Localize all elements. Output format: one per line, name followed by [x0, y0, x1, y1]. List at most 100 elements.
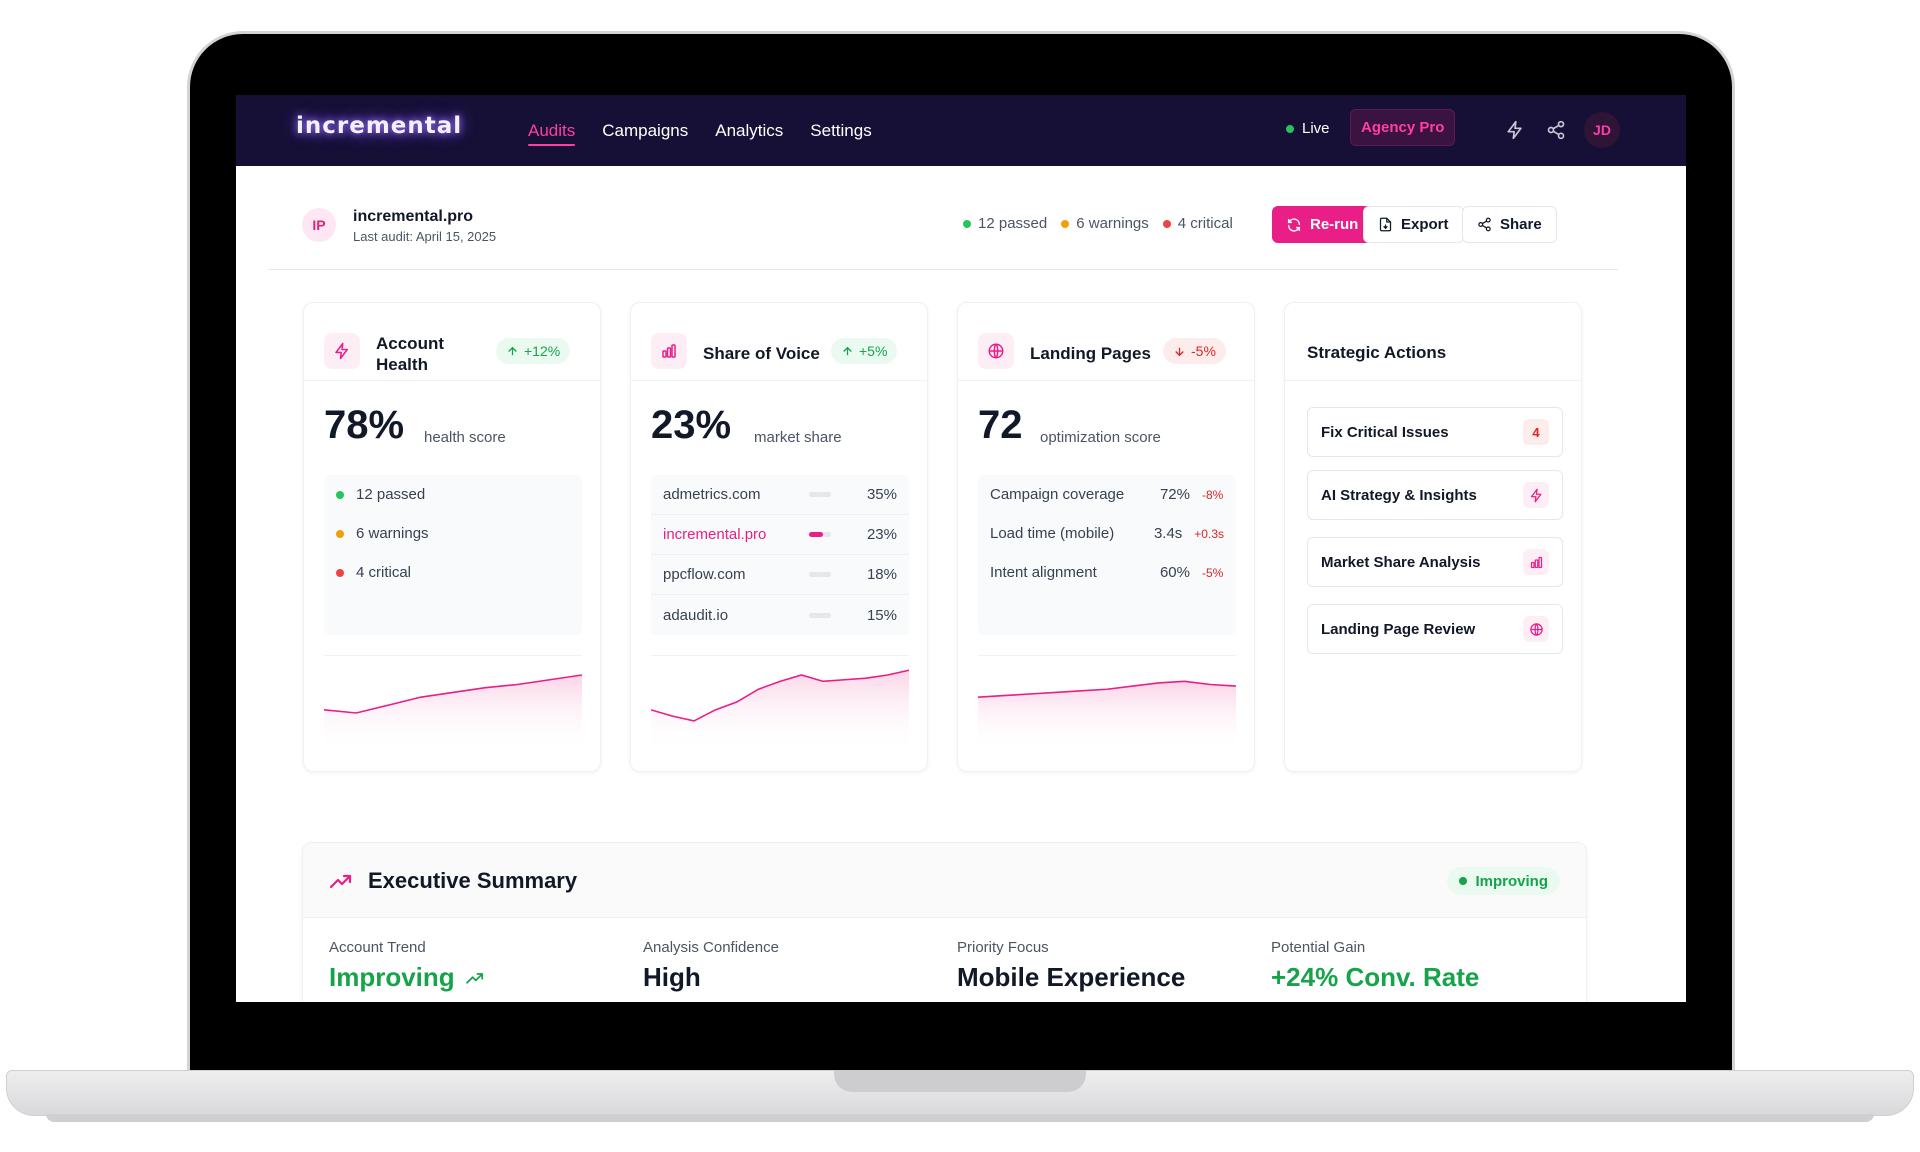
delta-value: +12%: [524, 343, 561, 359]
user-avatar[interactable]: JD: [1584, 112, 1620, 148]
passed-dot: [963, 219, 971, 228]
sparkline-area: [978, 681, 1236, 751]
card-header: Strategic Actions: [1285, 303, 1581, 381]
strategic-actions-card: Strategic Actions Fix Critical Issues 4 …: [1284, 302, 1582, 772]
action-fix-critical-issues[interactable]: Fix Critical Issues 4: [1307, 407, 1563, 457]
share-icon[interactable]: [1543, 117, 1569, 143]
competitor-name: adaudit.io: [663, 606, 729, 624]
metric-label: Potential Gain: [1271, 939, 1366, 956]
nav-link-campaigns[interactable]: Campaigns: [602, 120, 689, 140]
metric-value: +24% Conv. Rate: [1271, 962, 1480, 992]
bar-chart-icon: [1523, 549, 1549, 575]
competitor-row: incremental.pro 23%: [651, 515, 909, 555]
priority-focus-metric: Priority Focus Mobile Experience: [957, 939, 1185, 993]
bolt-icon: [324, 333, 360, 369]
lp-score-label: optimization score: [1040, 429, 1161, 446]
metric-value-text: Improving: [329, 962, 455, 992]
site-avatar: IP: [302, 208, 336, 242]
stat-critical: 4 critical: [1162, 215, 1233, 232]
delta-badge: +12%: [496, 338, 571, 364]
sov-score-label: market share: [754, 429, 842, 446]
lp-metric-name: Intent alignment: [990, 564, 1097, 581]
lp-metrics-list: Campaign coverage 72% -8% Load time (mobil…: [978, 475, 1236, 635]
card-title: Landing Pages: [1030, 344, 1151, 363]
action-ai-strategy[interactable]: AI Strategy & Insights: [1307, 470, 1563, 520]
action-market-share-analysis[interactable]: Market Share Analysis: [1307, 537, 1563, 587]
executive-summary-title: Executive Summary: [368, 868, 578, 893]
badge-dot: [1459, 877, 1468, 885]
card-title-line-1: Account: [376, 334, 444, 353]
live-dot: [1286, 124, 1294, 133]
lp-metric-value: 3.4s: [1153, 525, 1183, 542]
competitor-row: adaudit.io 15%: [651, 595, 909, 635]
action-landing-page-review[interactable]: Landing Page Review: [1307, 604, 1563, 654]
status-label: 12 passed: [356, 486, 426, 503]
account-health-card: Account Health +12% 78% health score 12 …: [303, 302, 601, 772]
refresh-icon: [1287, 217, 1301, 232]
competitor-row: ppcflow.com 18%: [651, 555, 909, 595]
potential-gain-metric: Potential Gain +24% Conv. Rate: [1271, 939, 1479, 993]
export-button[interactable]: Export: [1363, 206, 1464, 243]
arrow-up-icon: [843, 346, 852, 355]
competitor-share-bar-fill: [809, 532, 824, 537]
critical-dot: [1162, 219, 1171, 228]
metric-value: Mobile Experience: [957, 962, 1186, 992]
critical-count-badge: 4: [1523, 419, 1549, 445]
badge-label: Improving: [1475, 872, 1548, 890]
top-navbar: incremental Audits Campaigns Analytics S…: [236, 95, 1686, 166]
warnings-dot: [1061, 219, 1070, 228]
card-title: Account Health: [376, 333, 444, 375]
lp-metric-delta: -8%: [1202, 487, 1224, 502]
health-trend-sparkline: [324, 655, 582, 751]
nav-link-analytics[interactable]: Analytics: [715, 120, 784, 140]
audit-summary-stats: 12 passed 6 warnings 4 critical: [963, 215, 1233, 232]
competitor-share-bar: [809, 612, 831, 618]
action-label: Landing Page Review: [1321, 620, 1476, 638]
card-header: Account Health +12%: [304, 303, 600, 381]
stat-warnings-label: 6 warnings: [1076, 215, 1149, 232]
bolt-icon[interactable]: [1502, 117, 1528, 143]
rerun-button[interactable]: Re-run: [1272, 206, 1373, 243]
action-label: AI Strategy & Insights: [1321, 486, 1477, 504]
share-label: Share: [1500, 216, 1542, 233]
status-dot: [336, 529, 344, 538]
competitor-name: ppcflow.com: [663, 566, 746, 583]
competitor-share: 35%: [866, 486, 897, 503]
share-of-voice-card: Share of Voice +5% 23% market share adme…: [630, 302, 928, 772]
lp-metric-row: Intent alignment 60% -5%: [978, 553, 1236, 592]
export-label: Export: [1401, 216, 1449, 233]
sov-score: 23%: [651, 403, 732, 447]
lp-metric-name: Campaign coverage: [990, 486, 1125, 503]
action-label: Market Share Analysis: [1321, 553, 1481, 571]
health-score: 78%: [324, 403, 405, 447]
improving-badge: Improving: [1447, 867, 1560, 895]
competitor-name: incremental.pro: [663, 526, 767, 543]
competitor-share: 18%: [866, 566, 897, 583]
competitor-share-bar: [809, 492, 831, 497]
lp-metric-row: Load time (mobile) 3.4s +0.3s: [978, 514, 1236, 553]
sparkline-area: [651, 670, 909, 751]
executive-summary-panel: Executive Summary Improving Account Tren…: [302, 842, 1587, 1002]
trend-up-icon: [465, 972, 483, 984]
stat-warnings: 6 warnings: [1061, 215, 1149, 232]
metric-label: Priority Focus: [957, 939, 1049, 956]
share-button[interactable]: Share: [1462, 206, 1557, 243]
lp-metric-delta: -5%: [1202, 565, 1224, 580]
delta-value: -5%: [1191, 343, 1216, 359]
plan-badge[interactable]: Agency Pro: [1350, 109, 1456, 146]
competitor-list: admetrics.com 35% incremental.pro 23% ppcf…: [651, 475, 909, 635]
card-header: Landing Pages -5%: [958, 303, 1254, 381]
status-row-passed: 12 passed: [324, 475, 582, 514]
sparkline-line: [978, 680, 1236, 698]
nav-link-settings[interactable]: Settings: [810, 120, 872, 140]
sparkline-line: [651, 669, 909, 722]
laptop-notch: [834, 1070, 1086, 1092]
metric-label: Analysis Confidence: [643, 939, 779, 956]
lp-metric-value: 72%: [1159, 486, 1190, 503]
status-list: 12 passed 6 warnings 4 critical: [324, 475, 582, 635]
nav-link-audits[interactable]: Audits: [528, 95, 576, 166]
status-label: 6 warnings: [356, 525, 429, 542]
stat-passed-label: 12 passed: [978, 215, 1048, 232]
logo[interactable]: incremental: [296, 113, 463, 139]
status-label: 4 critical: [356, 564, 412, 581]
